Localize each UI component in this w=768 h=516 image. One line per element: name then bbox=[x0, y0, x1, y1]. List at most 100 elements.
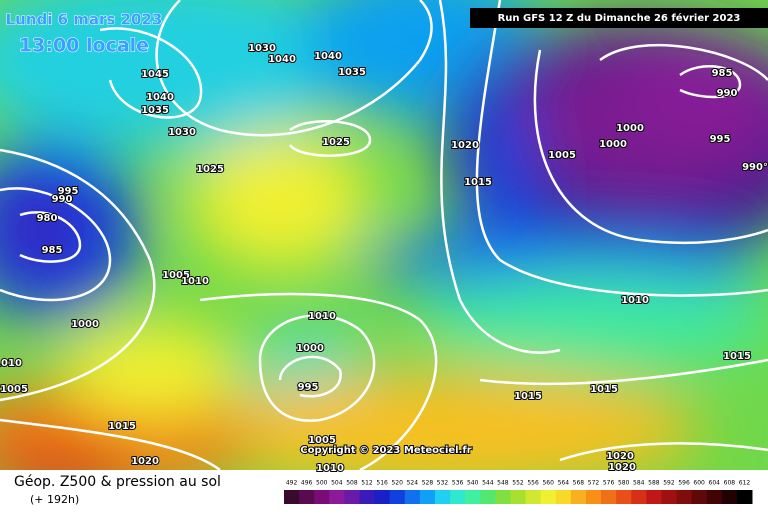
scale-swatch bbox=[450, 490, 466, 504]
isobar-label: 990 bbox=[717, 88, 738, 99]
isobar-label: 1020 bbox=[131, 456, 159, 467]
isobar-label: 1000 bbox=[296, 343, 324, 354]
scale-swatch bbox=[510, 490, 527, 504]
scale-swatch bbox=[314, 490, 330, 504]
scale-swatch bbox=[555, 490, 572, 504]
isobar-label: 1015 bbox=[590, 384, 618, 395]
scale-label: 560 bbox=[542, 480, 554, 487]
color-scale: 492 496 500 504 508 512 516 520 524 528 532 536 540 5… bbox=[284, 480, 753, 504]
isobar-label: 995 bbox=[58, 186, 79, 197]
isobar-label: 1025 bbox=[196, 164, 224, 175]
scale-label: 536 bbox=[452, 480, 464, 487]
scale-label: 492 bbox=[286, 480, 298, 487]
isobar-label: 990° bbox=[742, 162, 768, 173]
scale-label: 564 bbox=[558, 480, 570, 487]
isobar-label: 1020 bbox=[451, 140, 479, 151]
isobar-label: 1005 bbox=[548, 150, 576, 161]
scale-label: 508 bbox=[346, 480, 358, 487]
scale-swatch bbox=[329, 490, 345, 504]
scale-swatch bbox=[404, 490, 421, 504]
scale-swatch bbox=[585, 490, 602, 504]
isobar-label: 1035 bbox=[338, 67, 366, 78]
field bbox=[0, 0, 768, 470]
scale-swatch bbox=[570, 490, 587, 504]
scale-swatch bbox=[465, 490, 481, 504]
scale-label: 596 bbox=[678, 480, 690, 487]
scale-swatch bbox=[284, 490, 300, 504]
isobar-label: 1000 bbox=[71, 319, 99, 330]
isobar-label: 1000 bbox=[599, 139, 627, 150]
isobar-label: 1015 bbox=[514, 391, 542, 402]
scale-swatch bbox=[495, 490, 511, 504]
scale-label: 568 bbox=[573, 480, 585, 487]
scale-swatch bbox=[646, 490, 662, 504]
scale-label: 500 bbox=[316, 480, 328, 487]
isobar-label: 985 bbox=[42, 245, 63, 256]
scale-label: 576 bbox=[603, 480, 615, 487]
scale-label: 528 bbox=[422, 480, 434, 487]
scale-swatch bbox=[389, 490, 406, 504]
scale-swatch bbox=[661, 490, 678, 504]
isobar-label: 1010 bbox=[181, 276, 209, 287]
scale-swatch bbox=[706, 490, 723, 504]
isobar-label: 995 bbox=[710, 134, 731, 145]
scale-label: 524 bbox=[407, 480, 419, 487]
time-label: 13:00 locale bbox=[19, 35, 149, 57]
isobar-label: 1030 bbox=[248, 43, 276, 54]
isobar-label: 1045 bbox=[141, 69, 169, 80]
scale-label: 552 bbox=[512, 480, 524, 487]
scale-label: 588 bbox=[648, 480, 660, 487]
scale-label: 600 bbox=[693, 480, 705, 487]
isobar-label: 1015 bbox=[723, 351, 751, 362]
scale-label: 512 bbox=[361, 480, 373, 487]
scale-swatch bbox=[736, 490, 753, 504]
scale-label: 516 bbox=[376, 480, 388, 487]
isobar-label: 1015 bbox=[108, 421, 136, 432]
scale-label: 532 bbox=[437, 480, 449, 487]
scale-swatch bbox=[374, 490, 391, 504]
isobar-label: 1025 bbox=[322, 137, 350, 148]
scale-label: 604 bbox=[709, 480, 721, 487]
scale-label: 544 bbox=[482, 480, 494, 487]
isobar-label: 1010 bbox=[0, 358, 22, 369]
scale-label: 572 bbox=[588, 480, 600, 487]
scale-swatch bbox=[676, 490, 693, 504]
isobar-label: 1010 bbox=[308, 311, 336, 322]
isobar-label: 1040 bbox=[146, 92, 174, 103]
isobar-label: 1005 bbox=[0, 384, 28, 395]
scale-label: 556 bbox=[527, 480, 539, 487]
scale-swatch bbox=[299, 490, 315, 504]
isobar-label: 1010 bbox=[316, 463, 344, 474]
scale-swatch bbox=[721, 490, 738, 504]
scale-label: 580 bbox=[618, 480, 630, 487]
run-label: Run GFS 12 Z du Dimanche 26 février 2023 bbox=[498, 12, 741, 24]
isobar-label: 1005 bbox=[162, 270, 190, 281]
isobar-label: 995 bbox=[298, 382, 319, 393]
date-label: Lundi 6 mars 2023 bbox=[6, 11, 163, 29]
isobar-label: 1000 bbox=[616, 123, 644, 134]
footer-lead: (+ 192h) bbox=[30, 493, 79, 506]
scale-swatch bbox=[344, 490, 360, 504]
scale-swatch bbox=[631, 490, 647, 504]
scale-swatch bbox=[434, 490, 451, 504]
scale-label: 608 bbox=[724, 480, 736, 487]
scale-swatch bbox=[419, 490, 436, 504]
scale-label: 496 bbox=[301, 480, 313, 487]
scale-label: 548 bbox=[497, 480, 509, 487]
isobar-label: 1040 bbox=[268, 54, 296, 65]
scale-label: 520 bbox=[391, 480, 403, 487]
isobar-label: 1005 bbox=[308, 435, 336, 446]
isobar-label: 1020 bbox=[606, 451, 634, 462]
isobar-label: 980 bbox=[37, 213, 58, 224]
scale-swatch bbox=[616, 490, 632, 504]
scale-swatch bbox=[525, 490, 542, 504]
scale-swatch bbox=[359, 490, 376, 504]
scale-label: 504 bbox=[331, 480, 343, 487]
isobar-label: 985 bbox=[712, 68, 733, 79]
isobar-label: 1010 bbox=[621, 295, 649, 306]
scale-label: 612 bbox=[739, 480, 751, 487]
run-box bbox=[470, 8, 768, 28]
scale-swatch bbox=[691, 490, 708, 504]
